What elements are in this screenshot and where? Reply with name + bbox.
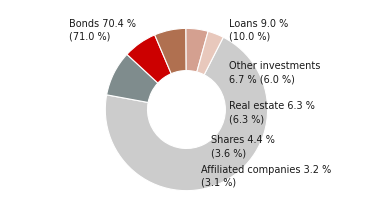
Text: Other investments
6.7 % (6.0 %): Other investments 6.7 % (6.0 %) <box>229 61 320 84</box>
Wedge shape <box>186 28 208 72</box>
Wedge shape <box>127 35 171 83</box>
Text: Loans 9.0 %
(10.0 %): Loans 9.0 % (10.0 %) <box>229 19 288 42</box>
Wedge shape <box>105 37 267 191</box>
Text: Real estate 6.3 %
(6.3 %): Real estate 6.3 % (6.3 %) <box>229 101 314 125</box>
Text: Shares 4.4 %
(3.6 %): Shares 4.4 % (3.6 %) <box>211 135 275 159</box>
Wedge shape <box>197 31 223 75</box>
Text: Bonds 70.4 %
(71.0 %): Bonds 70.4 % (71.0 %) <box>69 19 136 42</box>
Wedge shape <box>155 28 186 74</box>
Wedge shape <box>107 54 158 103</box>
Text: Affiliated companies 3.2 %
(3.1 %): Affiliated companies 3.2 % (3.1 %) <box>201 165 331 188</box>
